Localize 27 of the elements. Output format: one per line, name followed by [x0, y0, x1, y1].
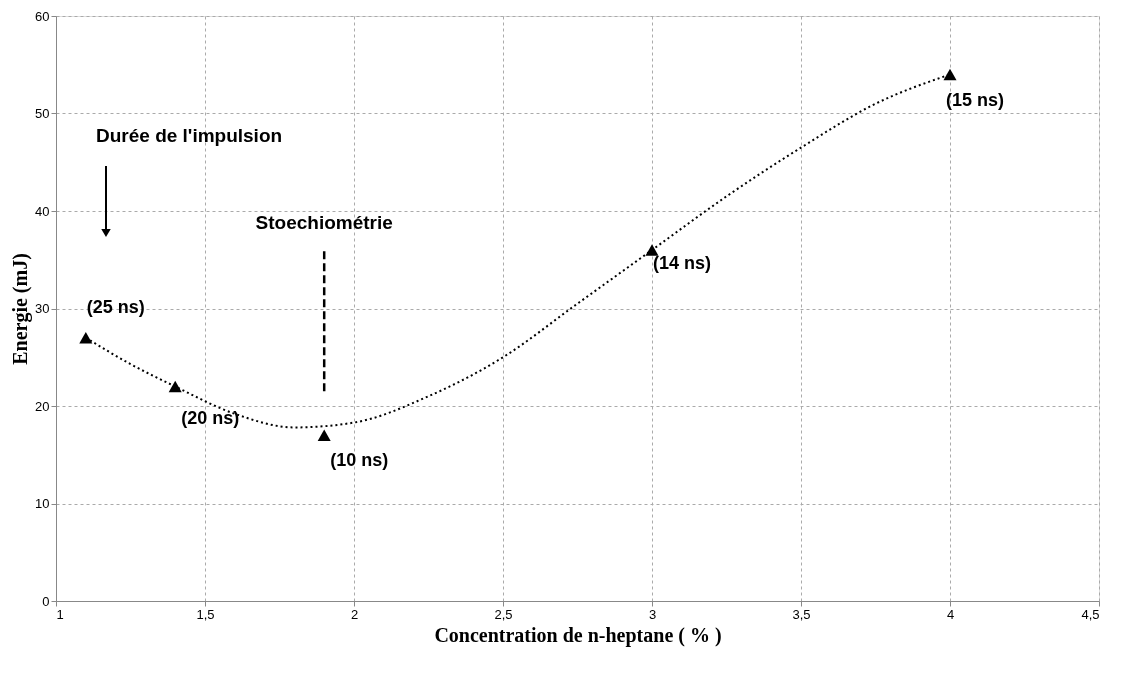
- y-tick-label: 10: [35, 496, 50, 511]
- y-axis-title: Energie (mJ): [9, 253, 33, 365]
- ref-line-label: Stoechiométrie: [255, 212, 393, 234]
- annotation: Durée de l'impulsion: [96, 125, 283, 146]
- x-tick-label: 4,5: [1081, 606, 1100, 622]
- y-tick-label: 60: [35, 8, 50, 24]
- y-tick-label: 20: [35, 398, 50, 414]
- annotation: (10 ns): [330, 450, 389, 471]
- x-tick-label: 3,5: [792, 606, 811, 622]
- x-axis-title: Concentration de n-heptane ( % ): [434, 623, 722, 647]
- x-tick-label: 3: [648, 606, 657, 622]
- x-tick-label: 2: [350, 606, 359, 622]
- annotation: (20 ns): [181, 407, 240, 428]
- y-tick-label: 40: [35, 203, 50, 219]
- point: [943, 68, 957, 81]
- annotation: (14 ns): [652, 253, 712, 273]
- x-tick-label: 2,5: [494, 606, 513, 622]
- x-tick-label: 1,5: [196, 606, 215, 622]
- y-tick-label: 30: [35, 301, 50, 316]
- x-tick-label: 4: [946, 606, 955, 622]
- x-tick-label: 1: [56, 606, 64, 622]
- annotation: (15 ns): [945, 89, 1005, 110]
- point: [645, 244, 659, 256]
- annotation: (25 ns): [86, 296, 145, 317]
- y-tick-label: 0: [42, 593, 50, 609]
- y-tick-label: 50: [35, 106, 50, 121]
- point: [317, 429, 331, 441]
